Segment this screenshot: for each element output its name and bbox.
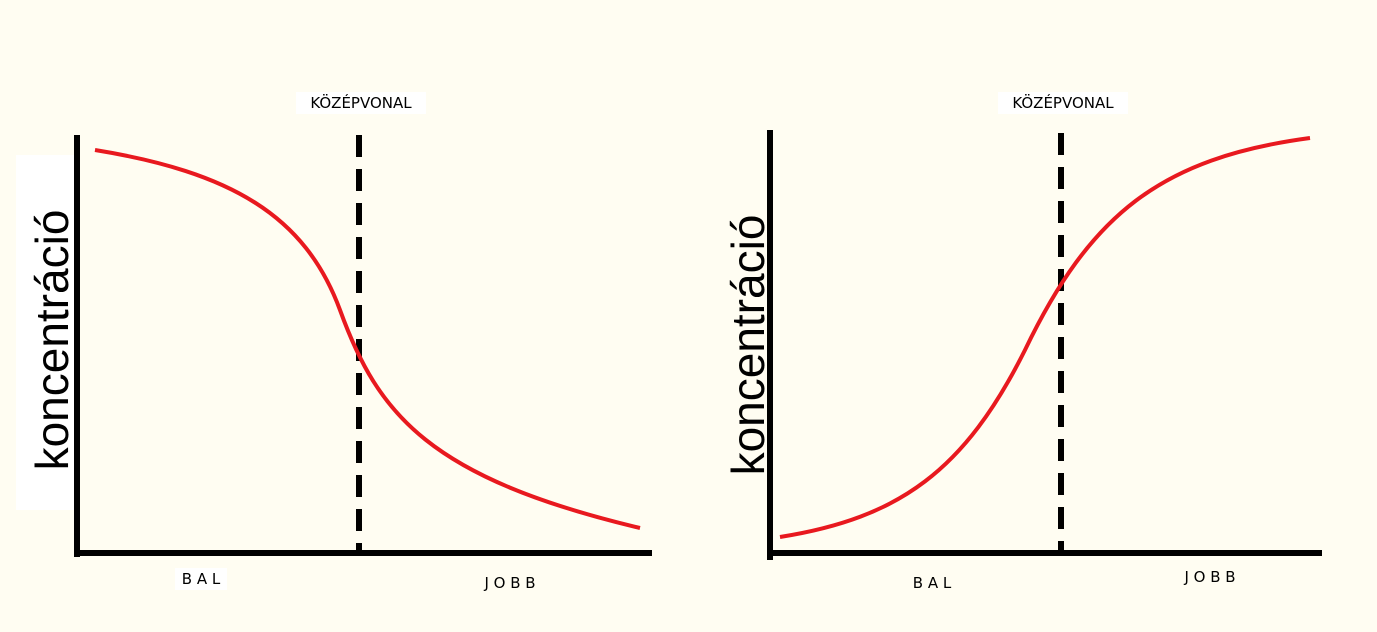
- midline-label: KÖZÉPVONAL: [1012, 93, 1114, 112]
- midline-label: KÖZÉPVONAL: [310, 93, 412, 112]
- x-label-left: B A L: [913, 574, 952, 592]
- y-axis-label: koncentráció: [722, 215, 774, 476]
- y-axis-label: koncentráció: [26, 210, 78, 471]
- x-label-left: B A L: [182, 570, 221, 588]
- label-box: [296, 92, 426, 114]
- panel-right: KÖZÉPVONAL koncentráció B A L J O B B: [722, 92, 1322, 592]
- concentration-curve: [94, 148, 641, 530]
- label-box: [16, 155, 78, 510]
- label-box: [175, 568, 227, 590]
- label-box: [998, 92, 1128, 114]
- panel-left: KÖZÉPVONAL koncentráció B A L J O B B: [16, 92, 652, 592]
- concentration-curve: [779, 136, 1311, 539]
- x-label-right: J O B B: [1183, 568, 1235, 586]
- x-label-right: J O B B: [483, 574, 535, 592]
